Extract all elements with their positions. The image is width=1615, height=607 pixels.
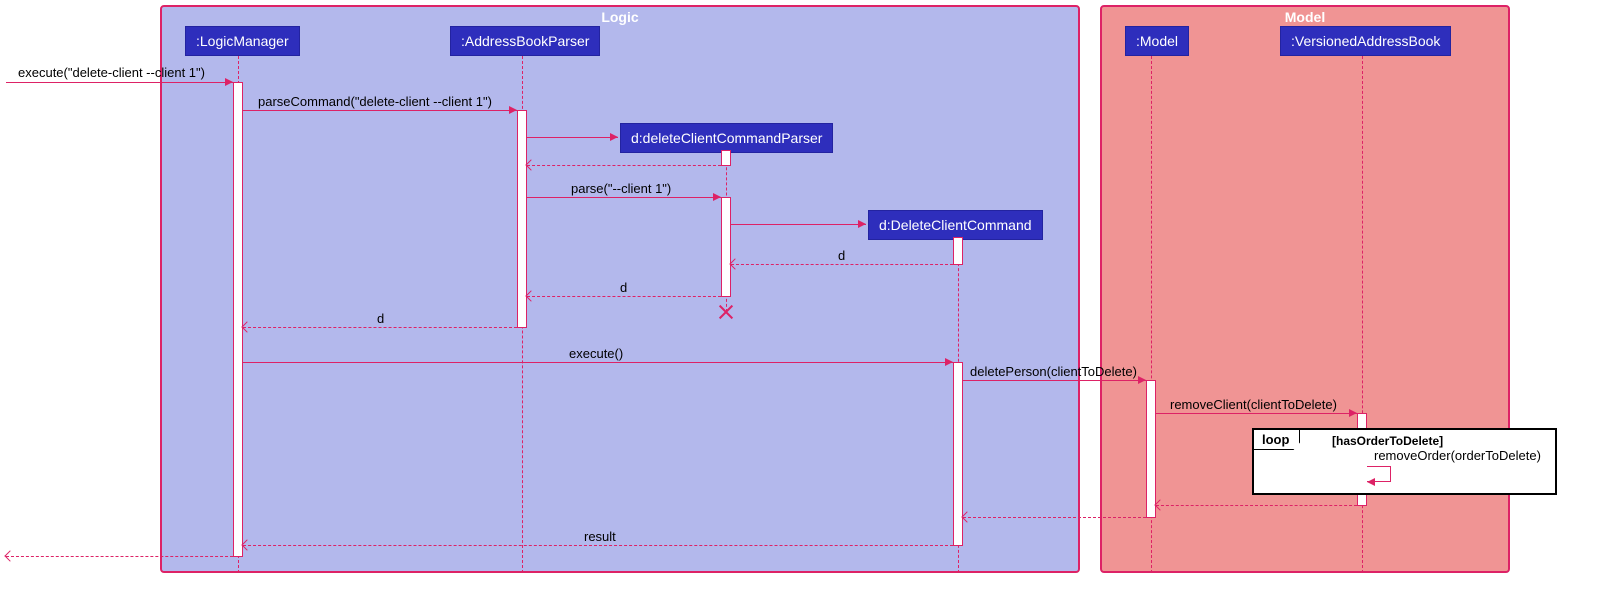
label-execute-call: execute() (569, 346, 623, 361)
msg-delete-person (963, 380, 1146, 381)
participant-address-book-parser: :AddressBookParser (450, 26, 600, 56)
activation-model (1146, 380, 1156, 518)
msg-return-dccp-1 (527, 165, 721, 166)
participant-delete-client-command: d:DeleteClientCommand (868, 210, 1043, 240)
label-execute-in: execute("delete-client --client 1") (18, 65, 205, 80)
msg-execute-call (243, 362, 953, 363)
activation-dcc-1 (953, 237, 963, 265)
label-d3: d (377, 311, 384, 326)
arrow-return-out (4, 550, 15, 561)
msg-create-dccp (527, 137, 618, 138)
participant-logic-manager: :LogicManager (185, 26, 300, 56)
arrow-create-dcc (858, 220, 866, 228)
arrow-execute-in (225, 78, 233, 86)
msg-return-d2 (527, 296, 721, 297)
arrow-remove-order (1367, 478, 1375, 486)
msg-return-out (6, 556, 233, 557)
msg-parse-command (243, 110, 517, 111)
msg-remove-client (1156, 413, 1357, 414)
arrow-parse-command (509, 106, 517, 114)
activation-dccp-1 (721, 150, 731, 166)
fragment-loop-label: loop (1254, 430, 1300, 450)
participant-versioned-address-book: :VersionedAddressBook (1280, 26, 1451, 56)
arrow-remove-client (1349, 409, 1357, 417)
fragment-loop-guard: [hasOrderToDelete] (1332, 434, 1443, 448)
msg-return-d1 (731, 264, 953, 265)
arrow-parse (713, 193, 721, 201)
arrow-delete-person (1138, 376, 1146, 384)
activation-dcc-2 (953, 362, 963, 546)
arrow-create-dccp (610, 133, 618, 141)
participant-model: :Model (1125, 26, 1189, 56)
destroy-dccp: .destroy::before,.destroy::after{backgro… (718, 304, 734, 320)
msg-execute-in (6, 82, 233, 83)
label-parse: parse("--client 1") (571, 181, 671, 196)
msg-parse (527, 197, 721, 198)
label-remove-client: removeClient(clientToDelete) (1170, 397, 1337, 412)
label-delete-person: deletePerson(clientToDelete) (970, 364, 1137, 379)
msg-return-model (963, 517, 1146, 518)
label-d2: d (620, 280, 627, 295)
label-d1: d (838, 248, 845, 263)
activation-dccp-2 (721, 197, 731, 297)
participant-delete-client-command-parser: d:deleteClientCommandParser (620, 123, 833, 153)
label-parse-command: parseCommand("delete-client --client 1") (258, 94, 492, 109)
msg-create-dcc (731, 224, 866, 225)
msg-result (243, 545, 953, 546)
msg-return-vab (1156, 505, 1357, 506)
msg-return-d3 (243, 327, 517, 328)
package-model-title: Model (1285, 9, 1325, 25)
activation-logic-manager (233, 82, 243, 557)
label-remove-order: removeOrder(orderToDelete) (1374, 448, 1541, 463)
label-result: result (584, 529, 616, 544)
arrow-execute-call (945, 358, 953, 366)
package-logic-title: Logic (601, 9, 638, 25)
